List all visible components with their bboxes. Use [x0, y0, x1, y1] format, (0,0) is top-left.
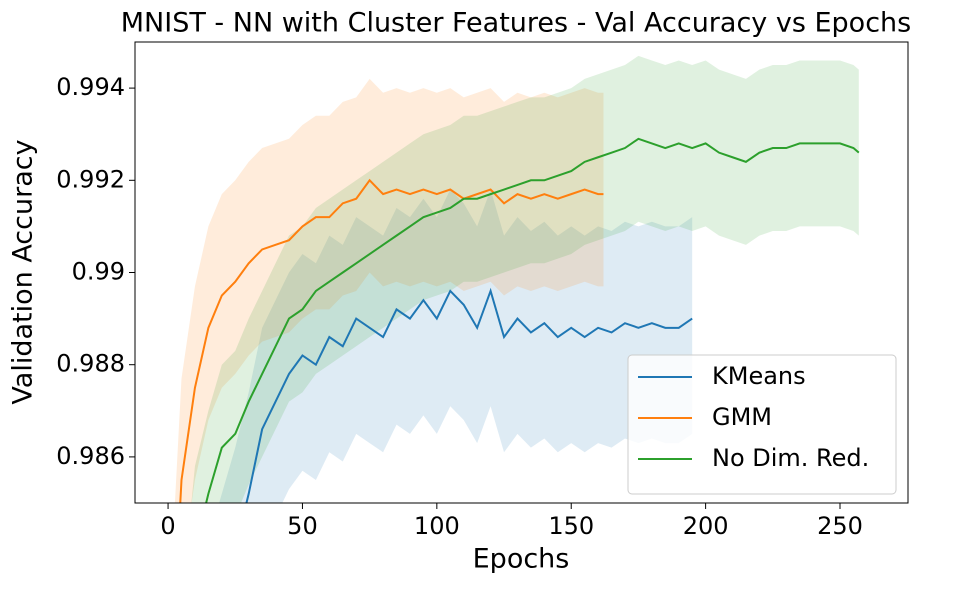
x-tick-label: 100	[414, 512, 460, 540]
y-tick-label: 0.994	[56, 73, 125, 101]
chart-title: MNIST - NN with Cluster Features - Val A…	[121, 8, 911, 39]
y-tick-label: 0.986	[56, 442, 125, 470]
y-tick-label: 0.99	[72, 258, 125, 286]
series-line	[205, 137, 860, 503]
legend-box	[627, 354, 897, 495]
x-tick-label: 50	[287, 512, 318, 540]
error-band	[219, 189, 693, 503]
error-band	[191, 55, 859, 503]
series-line	[245, 287, 693, 503]
plot-area	[174, 55, 860, 503]
x-tick-label: 200	[683, 512, 729, 540]
legend-label: KMeans	[712, 362, 806, 390]
x-tick-label: 150	[548, 512, 594, 540]
x-tick-label: 250	[817, 512, 863, 540]
y-tick-label: 0.988	[56, 350, 125, 378]
x-tick-label: 0	[160, 512, 175, 540]
legend-label: No Dim. Red.	[712, 444, 869, 472]
y-axis-label: Validation Accuracy	[8, 139, 39, 404]
y-tick-label: 0.992	[56, 165, 125, 193]
x-axis-label: Epochs	[473, 544, 570, 575]
error-band	[174, 78, 604, 503]
legend-label: GMM	[712, 403, 772, 431]
series-line	[179, 178, 604, 503]
